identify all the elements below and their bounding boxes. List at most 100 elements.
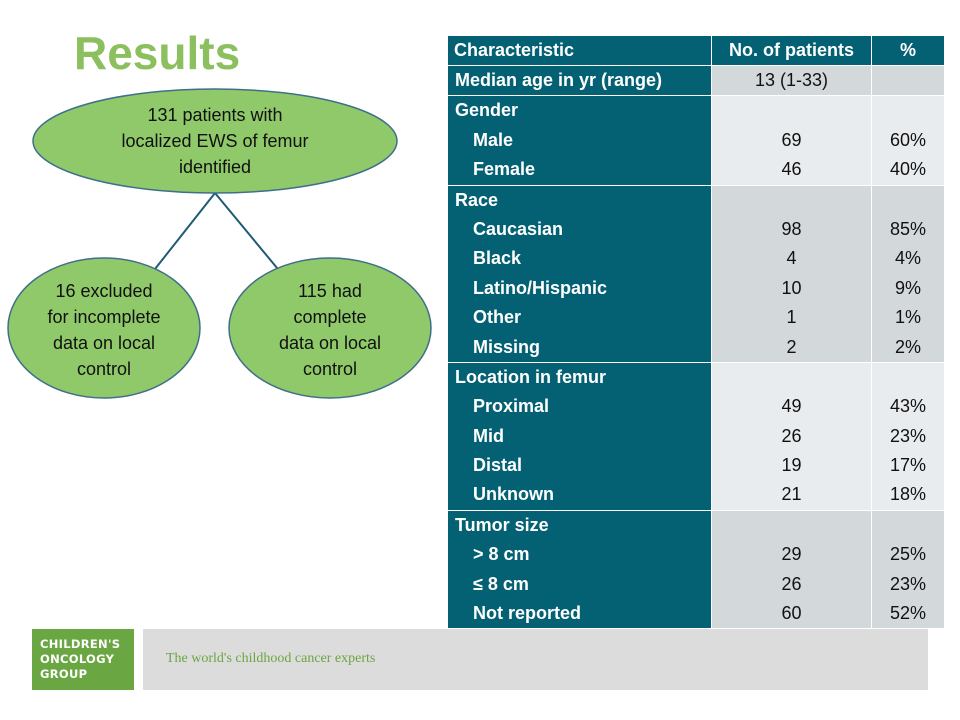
characteristic-cell: Tumor size > 8 cm ≤ 8 cm Not reported	[447, 509, 712, 630]
characteristic-label: Male	[473, 129, 514, 150]
table-row: Location in femur Proximal Mid Distal Unknow…	[447, 361, 945, 511]
right-node: 115 had complete data on local control	[229, 262, 431, 398]
patients-cell: 29 26 60	[711, 509, 872, 630]
percent-cell: 43% 23% 17% 18%	[871, 361, 945, 511]
table-row: Race Caucasian Black Latino/Hispanic Other Mi…	[447, 184, 945, 363]
characteristic-label: Distal	[473, 455, 523, 476]
patient-count: 2	[786, 336, 797, 357]
patients-cell: 13 (1-33)	[711, 64, 872, 97]
characteristic-label: Female	[473, 159, 536, 180]
characteristic-label: > 8 cm	[473, 544, 530, 565]
characteristic-label: Other	[473, 307, 522, 328]
patient-count: 60	[781, 603, 802, 624]
patient-count: 13 (1-33)	[754, 70, 829, 90]
characteristic-label: Tumor size	[455, 514, 549, 535]
table-row: Tumor size > 8 cm ≤ 8 cm Not reported 29 26 60…	[447, 509, 945, 630]
right-node-line: control	[302, 359, 357, 379]
patient-percent: 85%	[889, 218, 927, 239]
patient-percent: 43%	[889, 396, 927, 417]
characteristic-label: Not reported	[473, 603, 581, 624]
patient-percent	[872, 511, 944, 540]
characteristic-label: Caucasian	[473, 218, 564, 239]
top-node-shape	[32, 88, 398, 194]
percent-cell: 60% 40%	[871, 95, 945, 186]
header-percent: %	[871, 35, 945, 66]
patient-percent: 1%	[894, 307, 921, 328]
right-node-line: data on local	[278, 333, 382, 353]
characteristic-label: Unknown	[473, 484, 554, 505]
characteristic-label: Mid	[473, 425, 504, 446]
patient-count: 46	[781, 159, 802, 180]
slide-title: Results	[74, 27, 241, 79]
left-node-line: 16 excluded	[55, 281, 153, 301]
patient-count: 1	[786, 307, 797, 328]
patient-percent: 52%	[889, 603, 927, 624]
right-node-shape	[228, 257, 432, 399]
characteristic-label: Latino/Hispanic	[473, 277, 608, 298]
left-node-shape	[7, 257, 201, 399]
patient-percent: 60%	[889, 129, 927, 150]
logo-line: ONCOLOGY	[40, 652, 115, 666]
patient-percent: 9%	[894, 277, 921, 298]
patient-count: 26	[781, 573, 802, 594]
patient-percent	[872, 96, 944, 125]
characteristic-cell: Race Caucasian Black Latino/Hispanic Other Mi…	[447, 184, 712, 363]
patient-count	[712, 363, 871, 392]
flow-diagram	[7, 88, 432, 399]
patient-count: 21	[781, 484, 802, 505]
patient-percent: 23%	[889, 573, 927, 594]
logo-line: CHILDREN'S	[40, 637, 121, 651]
table-body: Median age in yr (range) 13 (1-33) Gender M…	[447, 64, 945, 630]
connector-left	[154, 192, 216, 270]
footer-tagline: The world's childhood cancer experts	[166, 651, 376, 666]
patient-count	[712, 96, 871, 125]
top-node-line: identified	[178, 157, 252, 177]
right-node-line: 115 had	[298, 281, 362, 301]
characteristic-cell: Location in femur Proximal Mid Distal Unknow…	[447, 361, 712, 511]
patient-percent: 17%	[889, 455, 927, 476]
characteristic-cell: Gender Male Female	[447, 95, 712, 186]
patient-count: 10	[781, 277, 802, 298]
patient-percent: 2%	[894, 336, 921, 357]
patients-cell: 69 46	[711, 95, 872, 186]
patient-count: 19	[781, 455, 802, 476]
characteristic-cell: Median age in yr (range)	[447, 64, 712, 97]
patient-count: 49	[781, 396, 802, 417]
patient-count	[712, 186, 871, 215]
characteristic-label: Race	[455, 189, 499, 210]
characteristic-label: ≤ 8 cm	[473, 573, 529, 594]
characteristic-label: Location in femur	[455, 366, 607, 387]
right-node-line: complete	[293, 307, 367, 327]
patient-count: 26	[781, 425, 802, 446]
left-node-line: data on local	[52, 333, 156, 353]
characteristic-label: Gender	[455, 100, 519, 121]
left-node-line: for incomplete	[47, 307, 161, 327]
percent-cell: 85% 4% 9% 1% 2%	[871, 184, 945, 363]
header-characteristic: Characteristic	[447, 35, 712, 66]
patient-percent: 18%	[889, 484, 927, 505]
characteristic-label: Proximal	[473, 396, 550, 417]
top-node-line: localized EWS of femur	[121, 131, 309, 151]
left-node: 16 excluded for incomplete data on local…	[8, 262, 200, 398]
patient-percent: 25%	[889, 544, 927, 565]
cog-logo: CHILDREN'S ONCOLOGY GROUP	[32, 629, 134, 690]
table-row: Median age in yr (range) 13 (1-33)	[447, 64, 945, 97]
patient-percent	[872, 66, 944, 95]
logo-line: GROUP	[40, 667, 88, 681]
characteristic-label: Black	[473, 248, 522, 269]
patient-percent: 23%	[889, 425, 927, 446]
results-table: Characteristic No. of patients % Median …	[447, 35, 945, 630]
patient-percent: 4%	[894, 248, 921, 269]
top-node: 131 patients with localized EWS of femur…	[33, 89, 397, 193]
top-node-line: 131 patients with	[147, 105, 283, 125]
table-header-row: Characteristic No. of patients %	[447, 35, 945, 66]
patients-cell: 98 4 10 1 2	[711, 184, 872, 363]
footer-divider	[134, 629, 143, 690]
patient-percent: 40%	[889, 159, 927, 180]
characteristic-label: Missing	[473, 336, 541, 357]
characteristic-label: Median age in yr (range)	[455, 70, 663, 90]
patient-count	[712, 511, 871, 540]
percent-cell	[871, 64, 945, 97]
patient-count: 69	[781, 129, 802, 150]
percent-cell: 25% 23% 52%	[871, 509, 945, 630]
